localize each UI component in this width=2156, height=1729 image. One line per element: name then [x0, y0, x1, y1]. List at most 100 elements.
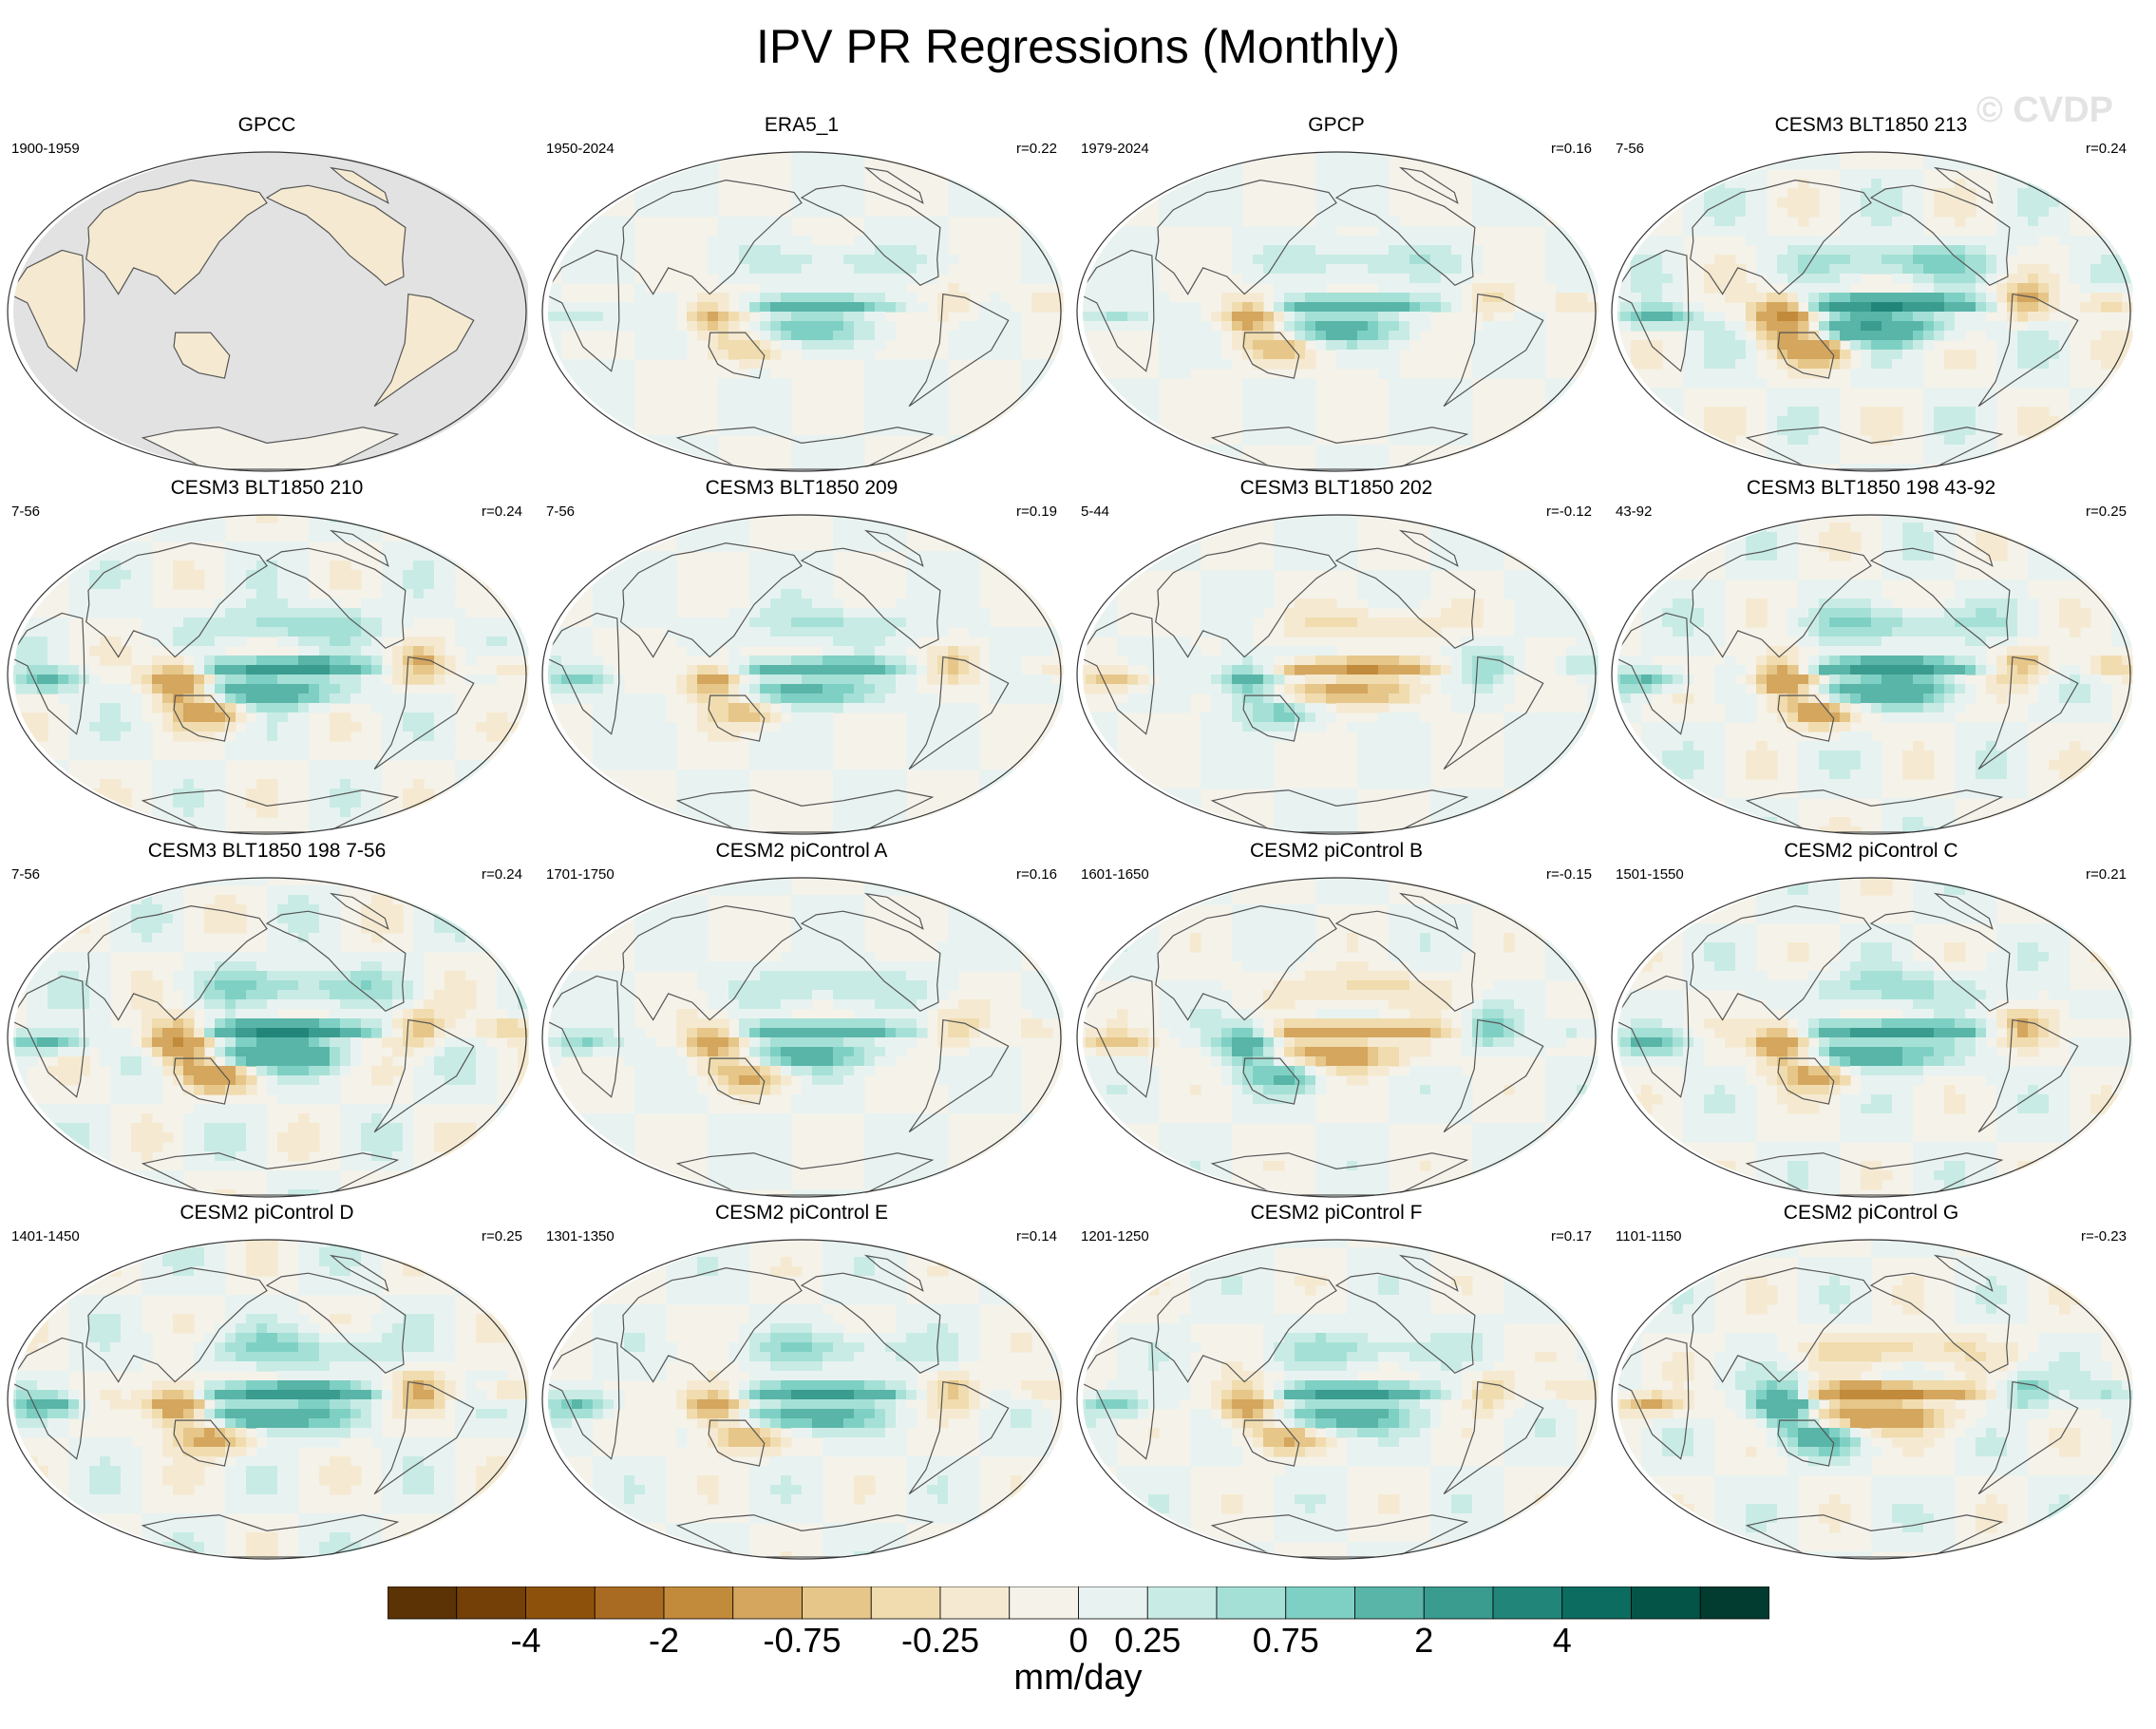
field-cell: [990, 302, 1001, 313]
field-cell: [1829, 416, 1841, 427]
field-cell: [770, 226, 782, 237]
field-cell: [781, 245, 792, 256]
field-cell: [614, 732, 625, 742]
field-cell: [13, 826, 17, 834]
field-cell: [823, 646, 834, 656]
field-cell: [843, 703, 855, 713]
field-cell: [1232, 340, 1243, 351]
field-cell: [812, 179, 823, 189]
field-cell: [551, 646, 562, 656]
field-cell: [548, 198, 552, 208]
field-cell: [708, 312, 719, 322]
field-cell: [1850, 188, 1862, 199]
field-cell: [760, 750, 771, 761]
field-cell: [1913, 312, 1924, 322]
field-cell: [2090, 283, 2102, 294]
field-cell: [990, 152, 1001, 161]
field-cell: [802, 340, 813, 351]
field-cell: [708, 532, 719, 542]
field-cell: [969, 589, 980, 599]
field-cell: [1577, 302, 1588, 313]
field-cell: [1462, 264, 1473, 275]
field-cell: [1295, 255, 1306, 265]
field-cell: [1326, 226, 1337, 237]
field-cell: [1357, 340, 1369, 351]
field-cell: [1620, 435, 1632, 446]
field-cell: [256, 741, 268, 751]
field-cell: [267, 551, 278, 561]
field-cell: [1587, 388, 1598, 398]
field-cell: [687, 445, 698, 455]
field-cell: [162, 618, 174, 628]
field-cell: [1451, 397, 1463, 408]
field-cell: [1693, 369, 1705, 379]
field-cell: [551, 169, 562, 180]
field-cell: [770, 302, 782, 313]
field-cell: [1746, 283, 1757, 294]
map-outline: [7, 151, 527, 472]
field-cell: [162, 760, 174, 770]
field-cell: [582, 302, 594, 313]
field-cell: [1514, 321, 1525, 332]
field-cell: [2070, 445, 2081, 455]
field-cell: [277, 722, 289, 732]
field-cell: [1683, 179, 1694, 189]
field-cell: [1545, 226, 1557, 237]
field-cell: [298, 580, 310, 590]
field-cell: [1441, 388, 1452, 398]
field-cell: [1587, 416, 1598, 427]
field-cell: [2007, 188, 2018, 199]
field-cell: [319, 636, 331, 647]
field-cell: [1180, 359, 1191, 370]
field-cell: [392, 608, 404, 618]
field-cell: [812, 255, 823, 265]
field-cell: [1861, 226, 1872, 237]
field-cell: [27, 627, 38, 637]
field-cell: [875, 397, 886, 408]
field-cell: [1493, 207, 1504, 218]
field-cell: [1923, 245, 1935, 256]
field-cell: [823, 188, 834, 199]
field-cell: [561, 532, 573, 542]
field-cell: [749, 608, 761, 618]
field-cell: [1106, 378, 1118, 389]
field-cell: [948, 198, 959, 208]
field-cell: [1201, 179, 1212, 189]
field-cell: [1483, 207, 1494, 218]
field-cell: [89, 608, 101, 618]
field-cell: [225, 570, 236, 580]
field-cell: [990, 293, 1001, 303]
field-cell: [885, 694, 897, 704]
field-cell: [791, 454, 803, 465]
field-cell: [843, 445, 855, 455]
field-cell: [1336, 359, 1348, 370]
field-cell: [142, 627, 153, 637]
field-cell: [2101, 283, 2112, 294]
field-cell: [1861, 236, 1872, 246]
field-cell: [194, 608, 205, 618]
field-cell: [1000, 542, 1012, 552]
field-cell: [1315, 160, 1327, 170]
field-cell: [1566, 378, 1578, 389]
field-cell: [309, 522, 320, 533]
field-cell: [645, 302, 656, 313]
field-cell: [350, 656, 362, 666]
field-cell: [2028, 169, 2039, 180]
field-cell: [382, 750, 393, 761]
field-cell: [645, 321, 656, 332]
field-cell: [927, 741, 938, 751]
coastline: [675, 427, 935, 470]
field-cell: [875, 627, 886, 637]
field-cell: [1274, 274, 1285, 284]
field-cell: [718, 340, 729, 351]
field-cell: [917, 274, 928, 284]
field-cell: [392, 656, 404, 666]
field-cell: [2028, 312, 2039, 322]
field-cell: [1347, 445, 1358, 455]
field-cell: [1106, 274, 1118, 284]
field-cell: [100, 646, 111, 656]
field-cell: [1829, 245, 1841, 256]
field-cell: [812, 207, 823, 218]
field-cell: [1787, 321, 1799, 332]
field-cell: [864, 226, 876, 237]
